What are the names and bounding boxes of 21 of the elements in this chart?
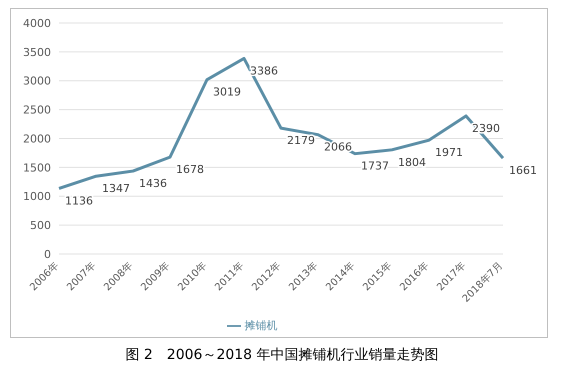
y-tick-label: 0 xyxy=(44,248,51,261)
y-tick-label: 2500 xyxy=(23,104,51,117)
data-label: 3019 xyxy=(213,86,241,99)
y-tick-label: 4000 xyxy=(23,16,51,30)
data-label: 1436 xyxy=(139,177,167,190)
text: 图 2 2006～2018 年中国摊铺机行业销量走势图 xyxy=(124,346,440,364)
y-tick-label: 2000 xyxy=(23,132,51,146)
legend-label: 摊铺机 xyxy=(244,319,278,332)
y-tick-label: 3000 xyxy=(23,74,51,88)
y-tick-label: 500 xyxy=(30,219,51,232)
data-label: 1804 xyxy=(398,156,426,169)
data-label: 1971 xyxy=(435,146,463,160)
data-label: 1347 xyxy=(102,182,130,196)
y-tick-label: 1500 xyxy=(23,161,51,174)
data-label: 1737 xyxy=(361,160,389,173)
data-label: 1136 xyxy=(65,194,93,208)
data-label: 2179 xyxy=(287,134,315,148)
data-label: 1678 xyxy=(176,163,204,176)
y-tick-label: 1000 xyxy=(23,190,51,204)
data-label: 1661 xyxy=(509,164,537,178)
y-tick-label: 3500 xyxy=(23,46,51,59)
